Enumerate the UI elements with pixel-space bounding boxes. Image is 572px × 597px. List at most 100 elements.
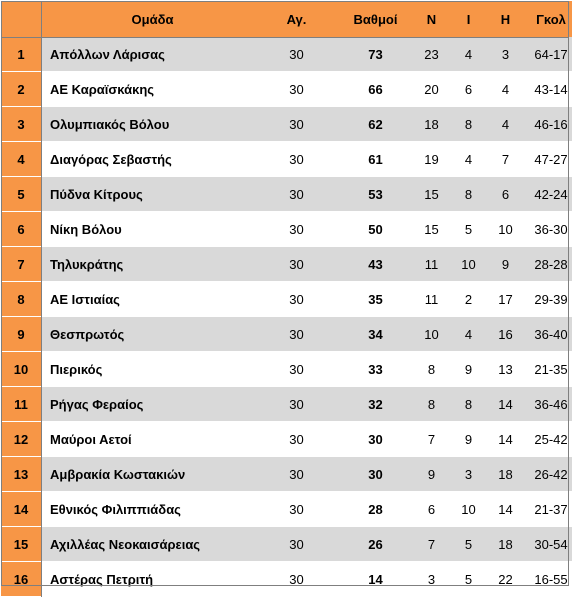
row-points: 34 <box>338 316 413 352</box>
header-points: Βαθμοί <box>338 1 413 37</box>
row-played: 30 <box>255 526 338 562</box>
row-losses: 10 <box>487 211 524 247</box>
row-team-name: Πύδνα Κίτρους <box>41 176 255 212</box>
row-team-name: Διαγόρας Σεβαστής <box>41 141 255 177</box>
row-losses: 14 <box>487 491 524 527</box>
row-team-name: ΑΕ Καραϊσκάκης <box>41 71 255 107</box>
row-losses: 3 <box>487 37 524 72</box>
header-wins: Ν <box>413 1 450 37</box>
row-played: 30 <box>255 141 338 177</box>
row-position: 8 <box>1 281 42 317</box>
row-draws: 6 <box>450 71 487 107</box>
row-losses: 4 <box>487 106 524 142</box>
row-goals: 30-54 <box>524 526 572 562</box>
row-wins: 18 <box>413 106 450 142</box>
header-position <box>1 1 42 37</box>
row-points: 43 <box>338 246 413 282</box>
row-position: 14 <box>1 491 42 527</box>
row-team-name: ΑΕ Ιστιαίας <box>41 281 255 317</box>
row-team-name: Απόλλων Λάρισας <box>41 37 255 72</box>
row-played: 30 <box>255 37 338 72</box>
row-wins: 6 <box>413 491 450 527</box>
row-position: 6 <box>1 211 42 247</box>
row-draws: 3 <box>450 456 487 492</box>
row-team-name: Θεσπρωτός <box>41 316 255 352</box>
header-played: Αγ. <box>255 1 338 37</box>
row-position: 13 <box>1 456 42 492</box>
row-goals: 25-42 <box>524 421 572 457</box>
row-losses: 14 <box>487 386 524 422</box>
table-header-row: Ομάδα Αγ. Βαθμοί Ν Ι Η Γκολ <box>1 1 572 37</box>
row-goals: 36-30 <box>524 211 572 247</box>
row-losses: 7 <box>487 141 524 177</box>
row-team-name: Εθνικός Φιλιππιάδας <box>41 491 255 527</box>
row-goals: 47-27 <box>524 141 572 177</box>
row-draws: 9 <box>450 351 487 387</box>
row-played: 30 <box>255 421 338 457</box>
row-goals: 43-14 <box>524 71 572 107</box>
row-points: 32 <box>338 386 413 422</box>
row-draws: 9 <box>450 421 487 457</box>
row-goals: 28-28 <box>524 246 572 282</box>
row-draws: 8 <box>450 106 487 142</box>
row-position: 9 <box>1 316 42 352</box>
table-row: 13 Αμβρακία Κωστακιών 30 30 9 3 18 26-42 <box>1 456 572 492</box>
table-row: 10 Πιερικός 30 33 8 9 13 21-35 <box>1 351 572 387</box>
row-losses: 14 <box>487 421 524 457</box>
row-position: 15 <box>1 526 42 562</box>
row-position: 10 <box>1 351 42 387</box>
row-played: 30 <box>255 386 338 422</box>
row-points: 35 <box>338 281 413 317</box>
row-played: 30 <box>255 246 338 282</box>
table-row: 12 Μαύροι Αετοί 30 30 7 9 14 25-42 <box>1 421 572 457</box>
row-points: 33 <box>338 351 413 387</box>
row-goals: 42-24 <box>524 176 572 212</box>
row-goals: 64-17 <box>524 37 572 72</box>
row-draws: 2 <box>450 281 487 317</box>
row-goals: 21-35 <box>524 351 572 387</box>
row-losses: 17 <box>487 281 524 317</box>
row-losses: 16 <box>487 316 524 352</box>
row-losses: 9 <box>487 246 524 282</box>
row-points: 28 <box>338 491 413 527</box>
row-points: 62 <box>338 106 413 142</box>
row-played: 30 <box>255 316 338 352</box>
row-losses: 22 <box>487 561 524 597</box>
row-played: 30 <box>255 561 338 597</box>
header-team: Ομάδα <box>41 1 255 37</box>
row-losses: 18 <box>487 456 524 492</box>
row-losses: 13 <box>487 351 524 387</box>
row-wins: 19 <box>413 141 450 177</box>
row-played: 30 <box>255 351 338 387</box>
row-goals: 36-40 <box>524 316 572 352</box>
row-draws: 4 <box>450 37 487 72</box>
row-goals: 21-37 <box>524 491 572 527</box>
row-goals: 36-46 <box>524 386 572 422</box>
row-position: 4 <box>1 141 42 177</box>
table-row: 1 Απόλλων Λάρισας 30 73 23 4 3 64-17 <box>1 37 572 72</box>
row-wins: 15 <box>413 211 450 247</box>
row-goals: 29-39 <box>524 281 572 317</box>
row-played: 30 <box>255 106 338 142</box>
row-played: 30 <box>255 71 338 107</box>
row-played: 30 <box>255 211 338 247</box>
header-draws: Ι <box>450 1 487 37</box>
row-points: 53 <box>338 176 413 212</box>
row-team-name: Αμβρακία Κωστακιών <box>41 456 255 492</box>
row-team-name: Πιερικός <box>41 351 255 387</box>
row-team-name: Ολυμπιακός Βόλου <box>41 106 255 142</box>
row-wins: 23 <box>413 37 450 72</box>
row-wins: 7 <box>413 421 450 457</box>
row-points: 30 <box>338 456 413 492</box>
row-draws: 5 <box>450 211 487 247</box>
row-goals: 16-55 <box>524 561 572 597</box>
row-draws: 4 <box>450 141 487 177</box>
row-wins: 11 <box>413 281 450 317</box>
row-points: 61 <box>338 141 413 177</box>
row-position: 2 <box>1 71 42 107</box>
table-row: 7 Τηλυκράτης 30 43 11 10 9 28-28 <box>1 246 572 282</box>
table-row: 2 ΑΕ Καραϊσκάκης 30 66 20 6 4 43-14 <box>1 71 572 107</box>
row-position: 1 <box>1 37 42 72</box>
row-position: 3 <box>1 106 42 142</box>
